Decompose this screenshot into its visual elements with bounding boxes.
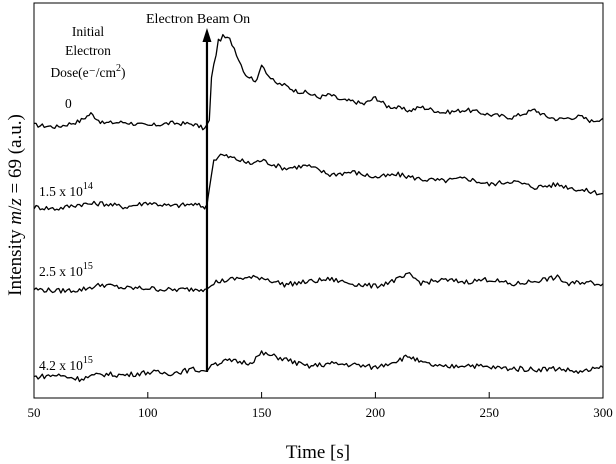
series-line-2 bbox=[33, 271, 604, 294]
series-label-3-base: 4.2 x 10 bbox=[39, 358, 83, 373]
y-axis-title-prefix: Intensity bbox=[5, 225, 26, 296]
x-tick-label-250: 250 bbox=[479, 405, 499, 420]
x-tick-label-300: 300 bbox=[593, 405, 613, 420]
x-tick-label-50: 50 bbox=[28, 405, 41, 420]
x-axis-title: Time [s] bbox=[286, 442, 350, 463]
dose-heading-unit: Dose(e⁻/cm bbox=[50, 65, 116, 80]
y-axis-title: Intensity m/z = 69 (a.u.) bbox=[5, 114, 26, 296]
y-axis-title-suffix: = 69 (a.u.) bbox=[5, 114, 26, 198]
beam-on-arrow-head bbox=[202, 28, 212, 42]
dose-heading-line1: Initial bbox=[72, 24, 104, 39]
y-axis-title-z: z bbox=[5, 198, 26, 207]
dose-heading-line3: Dose(e⁻/cm2) bbox=[50, 63, 125, 80]
plot-frame bbox=[33, 2, 604, 399]
series-label-3: 4.2 x 1015 bbox=[39, 355, 93, 373]
series-line-0 bbox=[33, 33, 604, 131]
series-label-2-base: 2.5 x 10 bbox=[39, 264, 83, 279]
dose-heading-unit-exp: 2 bbox=[116, 63, 121, 74]
series-line-1 bbox=[33, 153, 604, 211]
beam-on-label: Electron Beam On bbox=[146, 12, 250, 27]
series-label-1-exp: 14 bbox=[83, 181, 93, 192]
x-ticks: 50 100 150 200 250 300 bbox=[28, 392, 613, 420]
dose-heading-close: ) bbox=[121, 65, 126, 80]
dose-heading-line2: Electron bbox=[65, 43, 111, 58]
y-axis-title-m: m bbox=[5, 211, 26, 225]
series-label-2-exp: 15 bbox=[83, 261, 93, 272]
x-tick-label-100: 100 bbox=[138, 405, 158, 420]
y-axis-title-slash: / bbox=[5, 205, 26, 211]
x-tick-label-150: 150 bbox=[252, 405, 272, 420]
series-label-1-base: 1.5 x 10 bbox=[39, 184, 83, 199]
series-layer bbox=[33, 33, 604, 383]
series-label-1: 1.5 x 1014 bbox=[39, 181, 93, 199]
series-label-0: 0 bbox=[65, 96, 72, 111]
series-line-3 bbox=[33, 350, 604, 383]
series-label-2: 2.5 x 1015 bbox=[39, 261, 93, 279]
series-label-3-exp: 15 bbox=[83, 355, 93, 366]
x-tick-label-200: 200 bbox=[366, 405, 386, 420]
